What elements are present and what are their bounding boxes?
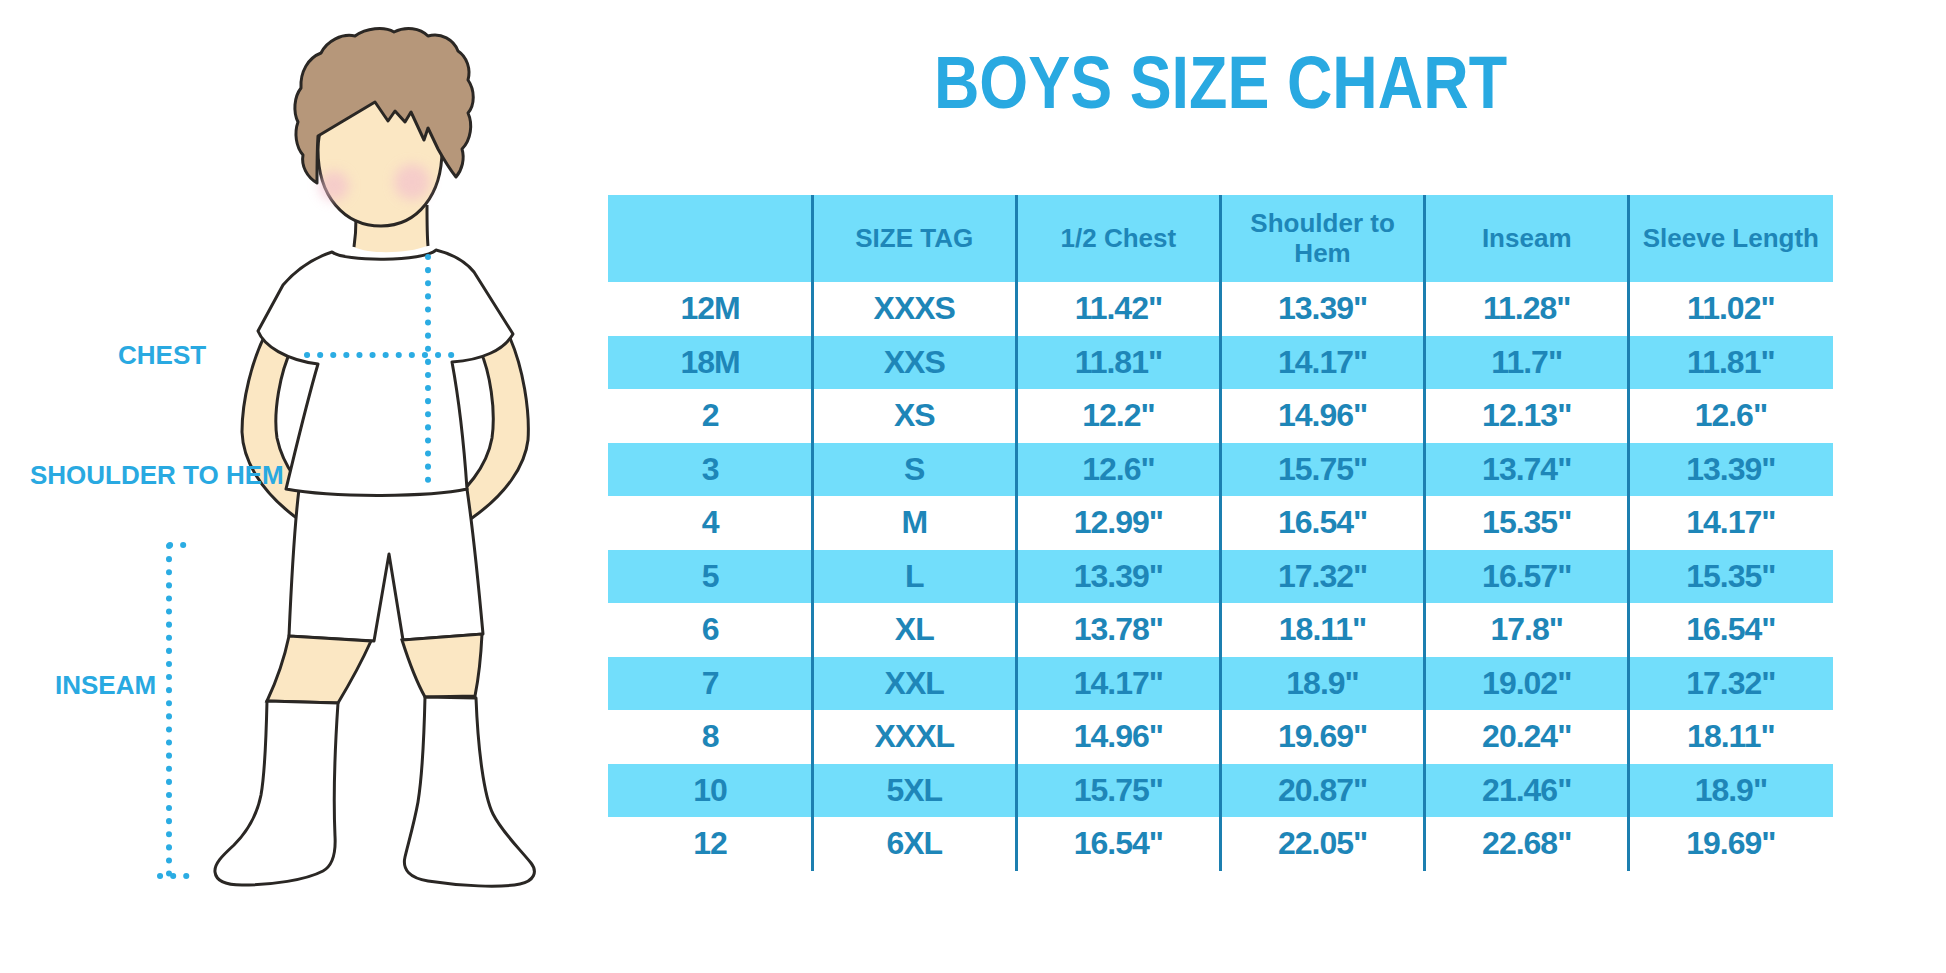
value-cell: 12.2"	[1016, 389, 1220, 443]
boy-right-sock	[404, 697, 534, 886]
page-title: BOYS SIZE CHART	[700, 40, 1741, 125]
value-cell: 18.11"	[1220, 603, 1424, 657]
value-cell: 17.32"	[1220, 550, 1424, 604]
value-cell: 11.02"	[1629, 282, 1833, 336]
shoulder-to-hem-measurement-label: SHOULDER TO HEM	[30, 460, 284, 491]
value-cell: 6XL	[812, 817, 1016, 871]
value-cell: 22.05"	[1220, 817, 1424, 871]
column-header: SIZE TAG	[812, 195, 1016, 282]
value-cell: 14.17"	[1629, 496, 1833, 550]
header-cell-blank	[608, 195, 812, 282]
column-header: Inseam	[1425, 195, 1629, 282]
value-cell: 14.96"	[1016, 710, 1220, 764]
value-cell: 19.69"	[1220, 710, 1424, 764]
chest-measurement-label: CHEST	[118, 340, 206, 371]
value-cell: 14.17"	[1016, 657, 1220, 711]
value-cell: 17.8"	[1425, 603, 1629, 657]
inseam-measurement-label: INSEAM	[55, 670, 156, 701]
size-cell: 4	[608, 496, 812, 550]
value-cell: 12.6"	[1016, 443, 1220, 497]
boy-right-cheek	[394, 164, 430, 200]
value-cell: 13.39"	[1016, 550, 1220, 604]
column-separator	[1015, 195, 1018, 871]
value-cell: 16.54"	[1629, 603, 1833, 657]
value-cell: 19.02"	[1425, 657, 1629, 711]
value-cell: 11.7"	[1425, 336, 1629, 390]
value-cell: 16.54"	[1016, 817, 1220, 871]
value-cell: XL	[812, 603, 1016, 657]
value-cell: 11.42"	[1016, 282, 1220, 336]
value-cell: 20.87"	[1220, 764, 1424, 818]
value-cell: 14.17"	[1220, 336, 1424, 390]
value-cell: 16.54"	[1220, 496, 1424, 550]
value-cell: XS	[812, 389, 1016, 443]
column-separator	[1627, 195, 1630, 871]
value-cell: M	[812, 496, 1016, 550]
boy-shirt	[258, 250, 513, 495]
value-cell: 15.75"	[1220, 443, 1424, 497]
value-cell: 12.13"	[1425, 389, 1629, 443]
value-cell: 11.81"	[1016, 336, 1220, 390]
value-cell: 15.75"	[1016, 764, 1220, 818]
value-cell: 19.69"	[1629, 817, 1833, 871]
value-cell: 18.11"	[1629, 710, 1833, 764]
boy-shorts	[289, 489, 483, 641]
size-cell: 3	[608, 443, 812, 497]
column-header: 1/2 Chest	[1016, 195, 1220, 282]
column-header: Sleeve Length	[1629, 195, 1833, 282]
value-cell: 15.35"	[1425, 496, 1629, 550]
size-cell: 6	[608, 603, 812, 657]
boy-left-cheek	[319, 171, 349, 201]
size-cell: 8	[608, 710, 812, 764]
value-cell: 21.46"	[1425, 764, 1629, 818]
size-cell: 2	[608, 389, 812, 443]
size-cell: 12	[608, 817, 812, 871]
boy-left-sock	[215, 701, 338, 885]
value-cell: 17.32"	[1629, 657, 1833, 711]
size-cell: 18M	[608, 336, 812, 390]
value-cell: 13.39"	[1629, 443, 1833, 497]
column-separator	[811, 195, 814, 871]
value-cell: XXL	[812, 657, 1016, 711]
column-header: Shoulder to Hem	[1220, 195, 1424, 282]
size-cell: 5	[608, 550, 812, 604]
value-cell: XXXS	[812, 282, 1016, 336]
value-cell: 22.68"	[1425, 817, 1629, 871]
value-cell: 20.24"	[1425, 710, 1629, 764]
value-cell: 13.78"	[1016, 603, 1220, 657]
boy-left-leg	[267, 636, 371, 703]
boy-right-leg	[402, 634, 482, 697]
size-cell: 10	[608, 764, 812, 818]
value-cell: 5XL	[812, 764, 1016, 818]
value-cell: 12.6"	[1629, 389, 1833, 443]
size-cell: 12M	[608, 282, 812, 336]
value-cell: XXXL	[812, 710, 1016, 764]
value-cell: 11.81"	[1629, 336, 1833, 390]
value-cell: 18.9"	[1220, 657, 1424, 711]
value-cell: 13.39"	[1220, 282, 1424, 336]
value-cell: 12.99"	[1016, 496, 1220, 550]
column-separator	[1423, 195, 1426, 871]
column-separator	[1219, 195, 1222, 871]
value-cell: 18.9"	[1629, 764, 1833, 818]
size-cell: 7	[608, 657, 812, 711]
value-cell: 14.96"	[1220, 389, 1424, 443]
value-cell: 16.57"	[1425, 550, 1629, 604]
boys-size-chart-page: CHEST SHOULDER TO HEM INSEAM BOYS SIZE C…	[0, 0, 1946, 973]
size-chart-table: SIZE TAG1/2 ChestShoulder to HemInseamSl…	[608, 195, 1833, 871]
value-cell: 15.35"	[1629, 550, 1833, 604]
value-cell: 13.74"	[1425, 443, 1629, 497]
value-cell: S	[812, 443, 1016, 497]
value-cell: 11.28"	[1425, 282, 1629, 336]
value-cell: XXS	[812, 336, 1016, 390]
value-cell: L	[812, 550, 1016, 604]
